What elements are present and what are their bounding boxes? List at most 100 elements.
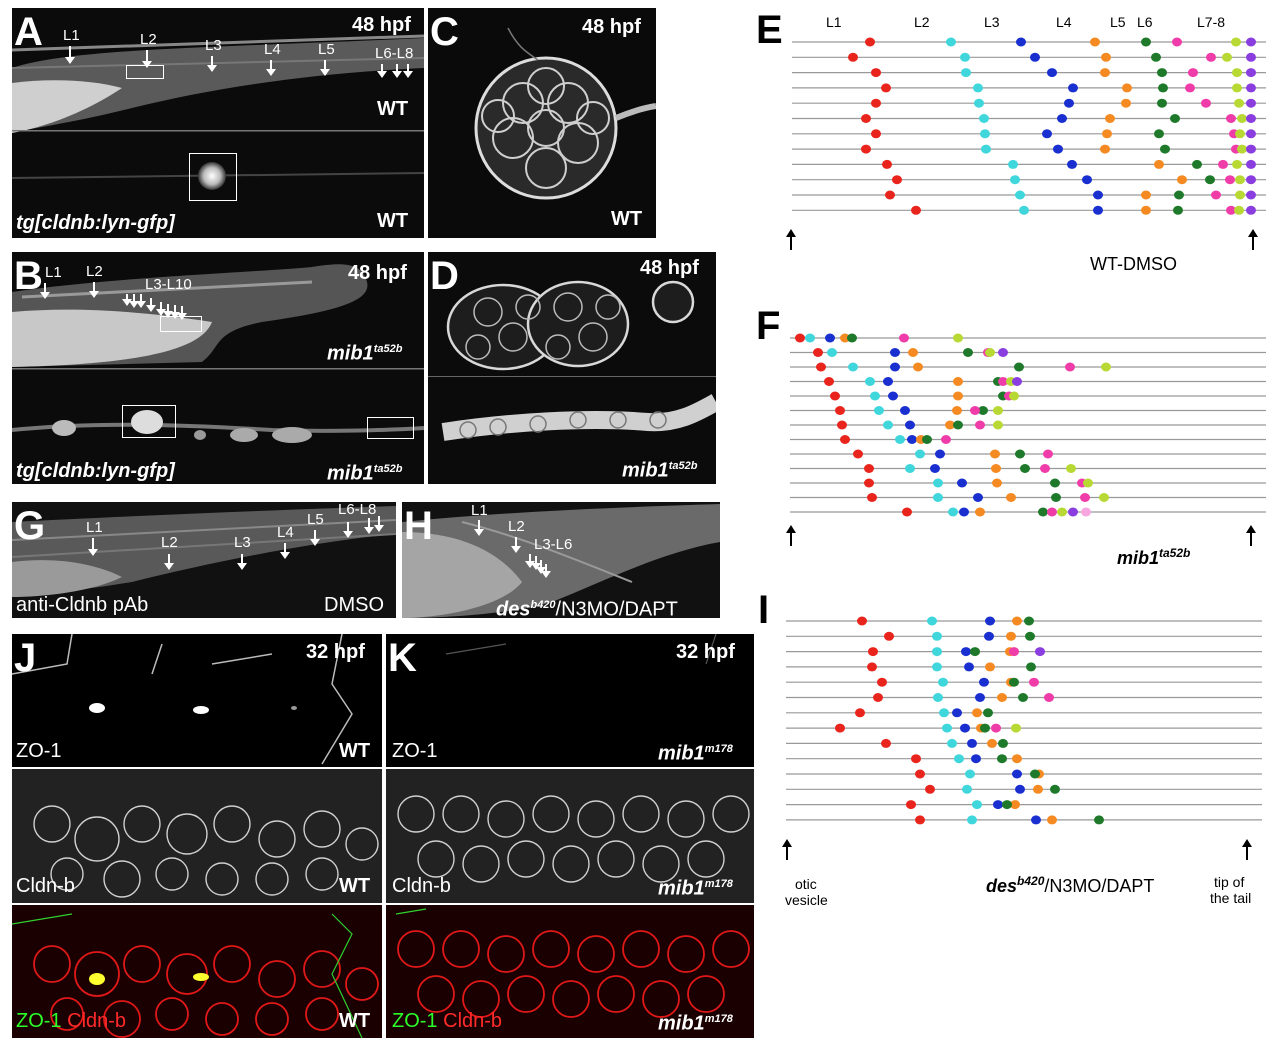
diagram-e-neuromast-orange [1100, 144, 1110, 154]
panel-k-image [386, 634, 754, 1038]
diagram-f-neuromast-green [847, 333, 857, 343]
diagram-f-neuromast-lime [993, 406, 1003, 415]
diagram-e-neuromast-cyan [973, 83, 983, 93]
panel-g-marker-l5: L5 [307, 511, 324, 528]
diagram-e-label-l3: L3 [984, 14, 1000, 30]
diagram-i-condition: desb420/N3MO/DAPT [986, 874, 1155, 896]
panel-c-letter: C [430, 10, 459, 54]
diagram-i-neuromast-blue [971, 754, 981, 764]
panel-k-stage: 32 hpf [676, 641, 735, 663]
diagram-f-neuromast-magenta [975, 420, 985, 430]
panel-j-row3-genotype: WT [339, 1010, 371, 1032]
panel-a-genotype-top: WT [377, 98, 409, 120]
panel-c-image [474, 27, 656, 200]
diagram-e-neuromast-blue [1042, 129, 1052, 139]
diagram-i-neuromast-green [1018, 693, 1028, 702]
panel-g-arrow-l7 [364, 518, 374, 534]
diagram-f-neuromast-magenta [998, 377, 1008, 386]
diagram-e-neuromast-orange [1102, 129, 1112, 139]
panel-j-row3-label: ZO-1 Cldn-b [16, 1010, 127, 1032]
diagram-i-neuromast-red [911, 754, 921, 764]
diagram-i-right-label-1: tip of [1214, 874, 1245, 890]
panel-h-arrow-c [536, 560, 546, 574]
panel-g-arrow-l1 [88, 538, 98, 556]
diagram-f-neuromast-blue [930, 464, 940, 473]
diagram-e-neuromast-cyan [980, 129, 990, 139]
panel-b-marker-l2: L2 [86, 263, 103, 280]
diagram-i-plot [786, 616, 1262, 825]
diagram-e-neuromast-orange [1105, 114, 1115, 123]
diagram-i-neuromast-green [970, 647, 980, 657]
panel-g-letter: G [14, 504, 46, 548]
diagram-i-neuromast-blue [960, 723, 970, 733]
diagram-e-neuromast-lime [1232, 83, 1242, 93]
diagram-f-neuromast-purple [1068, 507, 1078, 517]
panel-k [386, 634, 754, 1038]
diagram-e-neuromast-lime [1234, 205, 1244, 215]
diagram-f-neuromast-blue [935, 449, 945, 459]
panel-a-marker-l6-l8: L6-L8 [375, 45, 414, 62]
diagram-f-neuromast-lime [985, 348, 995, 357]
panel-b-genotype-top: mib1ta52b [327, 342, 403, 365]
diagram-f-neuromast-cyan [805, 333, 815, 343]
diagram-f-neuromast-magenta [941, 435, 951, 444]
diagram-i-right-label-2: the tail [1210, 890, 1252, 906]
diagram-e-neuromast-blue [1053, 144, 1063, 154]
diagram-i-neuromast-red [873, 693, 883, 702]
diagram-f-neuromast-purple [1012, 377, 1022, 386]
diagram-i-neuromast-green [1030, 769, 1040, 779]
panel-j-row2-genotype: WT [339, 875, 371, 897]
diagram-e-neuromast-purple [1246, 205, 1256, 215]
diagram-i-neuromast-cyan [927, 616, 937, 626]
diagram-f-neuromast-red [835, 406, 845, 415]
diagram-e-neuromast-cyan [1019, 205, 1029, 215]
panel-b-genotype-bottom: mib1ta52b [327, 462, 403, 485]
panel-b-marker-l1: L1 [45, 264, 62, 281]
diagram-i-neuromast-cyan [965, 769, 975, 779]
diagram-e-neuromast-orange [1100, 68, 1110, 78]
diagram-e-neuromast-red [871, 68, 881, 78]
panel-b-stage: 48 hpf [348, 262, 407, 284]
panel-g-marker-l4: L4 [277, 524, 294, 541]
diagram-f-neuromast-blue [890, 362, 900, 372]
diagram-f-neuromast-red [864, 478, 874, 488]
diagram-i-neuromast-magenta [1044, 693, 1054, 702]
diagram-i-neuromast-green [1002, 800, 1012, 810]
panel-g-arrow-l5 [310, 530, 320, 546]
diagram-f-condition: mib1ta52b [1117, 546, 1191, 568]
panel-c-stage: 48 hpf [582, 16, 641, 38]
panel-a-marker-l4: L4 [264, 41, 281, 58]
diagram-e-neuromast-magenta [1225, 175, 1235, 185]
diagram-e-neuromast-magenta [1185, 83, 1195, 93]
panel-d-letter: D [430, 254, 459, 298]
diagram-f-neuromast-orange [952, 406, 962, 415]
panel-k-row3-label: ZO-1 Cldn-b [392, 1010, 503, 1032]
diagram-i-neuromast-orange [1006, 631, 1016, 641]
diagram-i-neuromast-cyan [972, 800, 982, 810]
panel-g-arrow-l2 [164, 554, 174, 570]
panel-b-arrow-h [177, 306, 187, 320]
diagram-i-neuromast-orange [997, 693, 1007, 702]
panel-a [12, 8, 424, 238]
panel-b-arrow-g [170, 305, 180, 319]
panel-j-stage: 32 hpf [306, 641, 365, 663]
panel-a-arrow-l6 [377, 64, 387, 78]
diagram-f-neuromast-red [795, 333, 805, 343]
diagram-e-neuromast-green [1141, 37, 1151, 47]
diagram-e-label-l1: L1 [826, 14, 842, 30]
diagram-f-neuromast-pink [1081, 507, 1091, 517]
diagram-f-neuromast-red [853, 449, 863, 459]
panel-a-genotype-bottom: WT [377, 210, 409, 232]
diagram-e-neuromast-cyan [960, 52, 970, 62]
diagram-e-neuromast-red [861, 144, 871, 154]
diagram-f-neuromast-green [1020, 464, 1030, 473]
diagram-f-neuromast-blue [905, 420, 915, 430]
diagram-i-neuromast-cyan [962, 784, 972, 794]
diagram-i-neuromast-blue [975, 693, 985, 702]
diagram-e-neuromast-lime [1232, 159, 1242, 169]
diagram-i-left-label-2: vesicle [785, 892, 828, 908]
diagram-i-neuromast-blue [967, 738, 977, 748]
diagram-e-neuromast-green [1154, 129, 1164, 139]
diagram-f-neuromast-magenta [1047, 507, 1057, 517]
diagram-i-neuromast-cyan [967, 815, 977, 825]
